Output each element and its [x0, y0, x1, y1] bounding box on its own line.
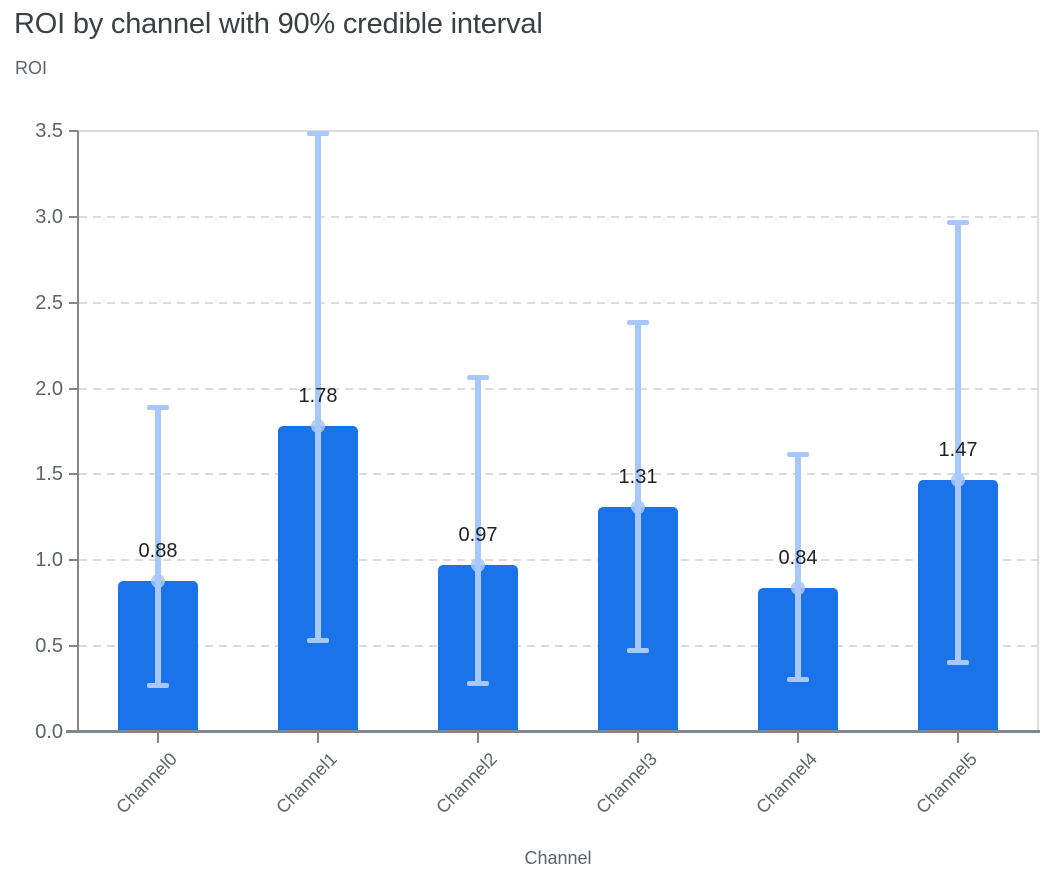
y-tick-label: 0.5 — [35, 635, 63, 658]
y-axis-title: ROI — [15, 58, 48, 78]
y-tick-label: 0.0 — [35, 721, 63, 743]
y-tick-mark — [69, 559, 78, 562]
y-tick-label: 3.0 — [35, 205, 63, 228]
mean-marker — [151, 573, 165, 588]
plot-top-border — [78, 130, 1038, 132]
error-bar-cap-top — [787, 451, 809, 457]
error-bar-cap-top — [947, 220, 969, 225]
y-tick-mark — [69, 215, 78, 218]
error-bar-line — [795, 453, 801, 681]
y-tick-mark — [69, 301, 78, 304]
y-grid-line — [79, 559, 1037, 562]
error-bar-cap-top — [467, 374, 489, 380]
bar-value-label: 1.31 — [618, 466, 658, 489]
error-bar-cap-top — [627, 319, 649, 325]
x-tick-label: Channel3 — [592, 748, 661, 818]
y-tick-label: 1.5 — [35, 463, 63, 486]
x-tick-mark — [157, 733, 159, 743]
x-tick-label: Channel1 — [272, 748, 341, 818]
y-grid-line — [79, 387, 1037, 390]
chart-title: ROI by channel with 90% credible interva… — [14, 8, 543, 40]
error-bar-line — [315, 132, 321, 641]
mean-marker — [471, 558, 485, 573]
x-axis-title: Channel — [524, 848, 592, 868]
error-bar-line — [635, 321, 641, 652]
error-bar-cap-top — [147, 405, 169, 411]
bar-value-label: 0.97 — [458, 524, 498, 547]
y-grid-line — [79, 473, 1037, 476]
x-tick-mark — [477, 733, 479, 743]
y-tick-label: 1.0 — [35, 549, 63, 572]
y-tick-label: 2.5 — [35, 291, 63, 314]
mean-marker — [791, 580, 805, 595]
y-tick-mark — [69, 387, 78, 390]
error-bar-cap-bottom — [147, 682, 169, 688]
mean-marker — [311, 419, 325, 434]
bar-value-label: 0.84 — [778, 546, 818, 569]
bar-value-label: 0.88 — [138, 539, 178, 562]
error-bar-cap-top — [307, 130, 329, 136]
x-tick-mark — [317, 733, 319, 743]
x-tick-label: Channel5 — [912, 748, 981, 818]
x-tick-label: Channel4 — [752, 748, 821, 818]
x-tick-mark — [957, 733, 959, 743]
error-bar-line — [475, 376, 481, 684]
x-tick-label: Channel2 — [432, 748, 501, 818]
y-tick-mark — [69, 645, 78, 648]
plot-right-border — [1037, 131, 1039, 732]
bar-value-label: 1.47 — [938, 438, 978, 461]
y-tick-label: 3.5 — [35, 120, 63, 142]
y-tick-mark — [69, 130, 78, 132]
x-tick-label: Channel0 — [112, 748, 181, 818]
error-bar-cap-bottom — [467, 680, 489, 686]
error-bar-line — [155, 407, 161, 686]
y-grid-line — [79, 301, 1037, 304]
y-tick-mark — [69, 473, 78, 476]
error-bar-cap-bottom — [787, 677, 809, 683]
x-tick-mark — [797, 733, 799, 743]
error-bar-cap-bottom — [627, 648, 649, 654]
y-grid-line — [79, 645, 1037, 648]
error-bar-line — [955, 222, 961, 664]
x-axis-line — [66, 730, 1040, 733]
bar-value-label: 1.78 — [298, 385, 338, 408]
y-grid-line — [79, 215, 1037, 218]
x-tick-mark — [637, 733, 639, 743]
mean-marker — [951, 472, 965, 487]
y-axis-line — [77, 131, 79, 732]
mean-marker — [631, 500, 645, 515]
error-bar-cap-bottom — [307, 637, 329, 643]
error-bar-cap-bottom — [947, 660, 969, 666]
y-tick-label: 2.0 — [35, 377, 63, 400]
